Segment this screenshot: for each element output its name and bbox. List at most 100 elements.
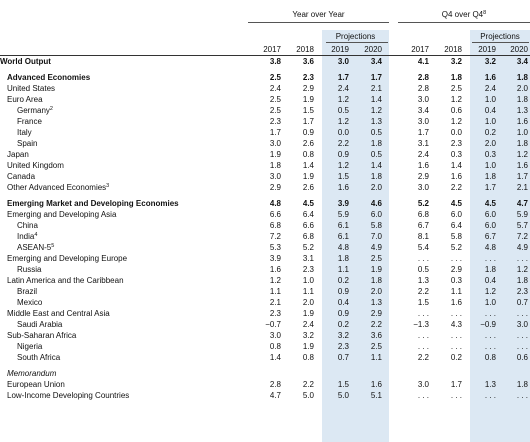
table-row: Emerging and Developing Asia 6.6 6.4 5.9 6.0…: [0, 209, 530, 220]
table-cell: . . .: [450, 342, 462, 351]
table-cell: 1.6: [370, 380, 382, 389]
table-cell: 1.1: [302, 287, 314, 296]
table-cell: 1.6: [337, 183, 349, 192]
table-row: Latin America and the Caribbean 1.2 1.0 0.2…: [0, 275, 530, 286]
header-rule-projections-q4: [472, 42, 529, 43]
table-cell: 0.3: [484, 150, 496, 159]
table-row: India4 7.2 6.8 6.1 7.0 8.1 5.8 6.7 7.2: [0, 231, 530, 242]
header-bottom-rule: [0, 55, 530, 56]
table-cell: 1.8: [370, 139, 382, 148]
table-cell: 1.0: [484, 161, 496, 170]
table-cell: 1.8: [370, 276, 382, 285]
table-cell: 3.6: [302, 57, 314, 66]
table-cell: 1.5: [302, 106, 314, 115]
row-label-text: United Kingdom: [7, 161, 64, 170]
table-cell: 0.4: [484, 106, 496, 115]
table-cell: 5.4: [417, 243, 429, 252]
table-cell: 2.1: [370, 84, 382, 93]
table-cell: 2.0: [484, 139, 496, 148]
table-cell: 2.5: [370, 342, 382, 351]
table-cell: 4.3: [450, 320, 462, 329]
row-label: Emerging and Developing Asia: [7, 209, 116, 220]
table-cell: 0.0: [337, 128, 349, 137]
row-label-text: Saudi Arabia: [17, 320, 63, 329]
table-cell: 2.9: [302, 84, 314, 93]
table-cell: 0.9: [337, 287, 349, 296]
table-cell: 1.7: [450, 380, 462, 389]
table-cell: 1.9: [370, 265, 382, 274]
header-year-2018-q4: 2018: [444, 45, 462, 54]
table-cell: 2.3: [269, 309, 281, 318]
table-cell: 1.9: [302, 309, 314, 318]
row-label-text: Mexico: [17, 298, 43, 307]
table-cell: 6.0: [484, 221, 496, 230]
row-footnote: 4: [34, 232, 38, 238]
table-cell: 2.2: [337, 139, 349, 148]
row-label-text: Japan: [7, 150, 29, 159]
table-row: United Kingdom 1.8 1.4 1.2 1.4 1.6 1.4 1.0 1.6: [0, 160, 530, 171]
table-cell: 1.8: [269, 161, 281, 170]
table-cell: −1.3: [413, 320, 429, 329]
table-cell: 6.0: [370, 210, 382, 219]
table-cell: 1.4: [370, 95, 382, 104]
table-cell: . . .: [450, 309, 462, 318]
table-cell: . . .: [484, 391, 496, 400]
row-label-text: ASEAN-5: [17, 243, 52, 252]
table-cell: 1.4: [269, 353, 281, 362]
table-cell: 2.5: [269, 95, 281, 104]
table-cell: 0.8: [302, 353, 314, 362]
table-cell: 0.9: [337, 309, 349, 318]
table-cell: 1.9: [302, 95, 314, 104]
table-cell: 2.5: [269, 73, 281, 82]
table-row: France 2.3 1.7 1.2 1.3 3.0 1.2 1.0 1.6: [0, 116, 530, 127]
table-cell: 1.7: [370, 73, 382, 82]
row-label-text: India: [17, 232, 35, 241]
table-cell: 1.8: [370, 172, 382, 181]
table-cell: 1.2: [370, 106, 382, 115]
row-label: France: [17, 116, 42, 127]
table-cell: 5.2: [417, 199, 429, 208]
table-cell: 2.0: [516, 84, 528, 93]
table-row: Canada 3.0 1.9 1.5 1.8 2.9 1.6 1.8 1.7: [0, 171, 530, 182]
table-cell: 5.9: [516, 210, 528, 219]
table-cell: 0.5: [337, 106, 349, 115]
table-body: World Output 3.8 3.6 3.0 3.4 4.1 3.2 3.2 3.4 Adva…: [0, 56, 530, 401]
table-cell: 0.3: [450, 276, 462, 285]
table-cell: 0.4: [484, 276, 496, 285]
table-cell: 1.3: [370, 117, 382, 126]
table-cell: 3.4: [370, 57, 382, 66]
row-label: Euro Area: [7, 94, 43, 105]
table-cell: 1.2: [337, 95, 349, 104]
table-cell: 2.2: [450, 183, 462, 192]
row-label-text: Latin America and the Caribbean: [7, 276, 124, 285]
table-cell: 3.4: [417, 106, 429, 115]
table-cell: 3.0: [417, 380, 429, 389]
table-cell: 1.8: [337, 254, 349, 263]
table-cell: 5.7: [516, 221, 528, 230]
table-cell: −0.9: [480, 320, 496, 329]
row-label: Saudi Arabia: [17, 319, 62, 330]
table-row: Euro Area 2.5 1.9 1.2 1.4 3.0 1.2 1.0 1.8: [0, 94, 530, 105]
table-cell: 0.6: [450, 106, 462, 115]
table-row: Other Advanced Economies3 2.9 2.6 1.6 2.0 3.0…: [0, 182, 530, 193]
table-cell: 2.3: [269, 117, 281, 126]
row-label: Nigeria: [17, 341, 42, 352]
table-cell: 2.0: [370, 287, 382, 296]
table-cell: 4.9: [516, 243, 528, 252]
table-cell: 4.7: [269, 391, 281, 400]
table-cell: 1.8: [450, 73, 462, 82]
table-cell: 2.8: [417, 84, 429, 93]
table-cell: 1.1: [370, 353, 382, 362]
table-cell: . . .: [516, 309, 528, 318]
table-row: Brazil 1.1 1.1 0.9 2.0 2.2 1.1 1.2 2.3: [0, 286, 530, 297]
table-cell: 0.5: [370, 150, 382, 159]
table-cell: . . .: [450, 391, 462, 400]
table-cell: 1.3: [417, 276, 429, 285]
table-cell: 3.6: [370, 331, 382, 340]
table-cell: 1.0: [484, 95, 496, 104]
table-cell: 3.2: [337, 331, 349, 340]
table-cell: 1.2: [484, 287, 496, 296]
table-cell: 6.0: [484, 210, 496, 219]
table-cell: 5.8: [450, 232, 462, 241]
table-cell: 1.2: [450, 117, 462, 126]
